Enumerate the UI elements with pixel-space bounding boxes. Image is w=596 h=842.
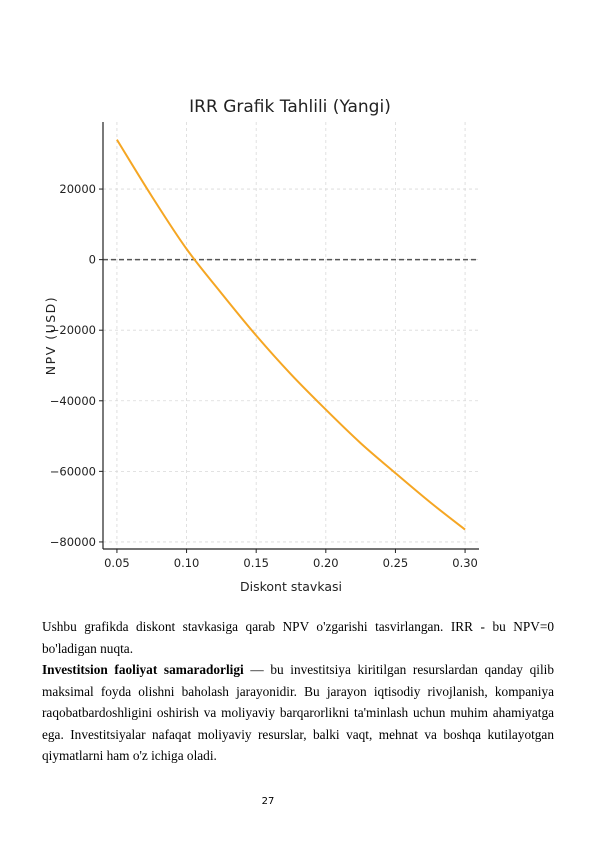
y-axis-ticks: 20000 0 −20000 −40000 −60000 −80000 bbox=[50, 182, 103, 549]
x-tick-label: 0.10 bbox=[174, 556, 200, 570]
y-tick-label: −60000 bbox=[50, 464, 96, 478]
y-tick-label: −20000 bbox=[50, 323, 96, 337]
paragraph-chart-description: Ushbu grafikda diskont stavkasiga qarab … bbox=[42, 619, 554, 656]
x-axis-label: Diskont stavkasi bbox=[240, 579, 342, 594]
paragraph-rest: — bu investitsiya kiritilgan resurslarda… bbox=[42, 662, 554, 763]
x-tick-label: 0.05 bbox=[104, 556, 130, 570]
page-number: 27 bbox=[261, 796, 275, 807]
chart-title: IRR Grafik Tahlili (Yangi) bbox=[189, 97, 391, 117]
x-tick-label: 0.15 bbox=[243, 556, 269, 570]
y-tick-label: −80000 bbox=[50, 535, 96, 549]
x-tick-label: 0.25 bbox=[383, 556, 409, 570]
y-axis-label: NPV (USD) bbox=[43, 296, 58, 375]
x-tick-label: 0.20 bbox=[313, 556, 339, 570]
y-tick-label: 0 bbox=[89, 253, 96, 267]
npv-series-line bbox=[116, 139, 466, 531]
x-axis-ticks: 0.05 0.10 0.15 0.20 0.25 0.30 bbox=[104, 549, 478, 570]
y-tick-label: 20000 bbox=[59, 182, 96, 196]
body-text: Ushbu grafikda diskont stavkasiga qarab … bbox=[42, 616, 554, 767]
irr-chart: IRR Grafik Tahlili (Yangi) 20000 0 −20000 −… bbox=[43, 97, 479, 594]
paragraph-investment-efficiency: Investitsion faoliyat samaradorligi — bu… bbox=[42, 659, 554, 767]
bold-term: Investitsion faoliyat samaradorligi bbox=[42, 662, 244, 677]
grid-lines bbox=[103, 122, 479, 549]
x-tick-label: 0.30 bbox=[452, 556, 478, 570]
y-tick-label: −40000 bbox=[50, 394, 96, 408]
